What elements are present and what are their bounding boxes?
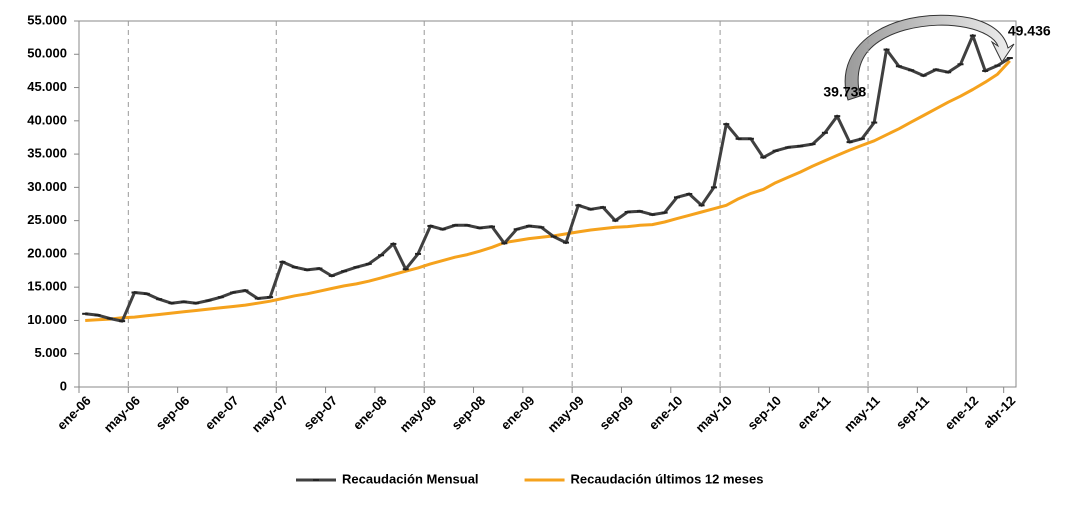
x-tick-label: sep-07: [301, 393, 341, 433]
x-tick-label: sep-10: [744, 393, 784, 433]
x-tick-label: ene-09: [498, 393, 538, 433]
x-tick-label: sep-06: [153, 393, 193, 433]
y-tick-label: 50.000: [27, 46, 67, 61]
x-tick-label: ene-11: [794, 393, 833, 432]
x-tick-label: may-06: [101, 393, 143, 435]
y-tick-label: 10.000: [27, 312, 67, 327]
y-tick-label: 40.000: [27, 112, 67, 127]
y-tick-label: 5.000: [34, 345, 67, 360]
y-tick-label: 55.000: [27, 12, 67, 27]
x-tick-label: ene-07: [202, 393, 242, 433]
x-tick-label: ene-12: [942, 393, 982, 433]
plot-frame: [78, 20, 1017, 388]
x-tick-label: may-08: [397, 393, 439, 435]
x-tick-label: ene-10: [646, 393, 686, 433]
y-tick-label: 15.000: [27, 279, 67, 294]
x-tick-label: abr-12: [980, 393, 1018, 431]
curved-arrow: [844, 14, 1015, 101]
x-tick-label: sep-09: [596, 393, 636, 433]
x-tick-label: sep-11: [893, 393, 932, 432]
y-tick-label: 25.000: [27, 212, 67, 227]
x-tick-label: sep-08: [449, 393, 489, 433]
legend-label: Recaudación últimos 12 meses: [571, 471, 764, 486]
x-tick-label: may-11: [841, 393, 883, 435]
data-label: 39.738: [823, 83, 866, 99]
y-tick-label: 20.000: [27, 245, 67, 260]
y-tick-label: 35.000: [27, 146, 67, 161]
x-tick-label: ene-08: [350, 393, 390, 433]
x-tick-label: may-09: [545, 393, 587, 435]
x-tick-label: may-10: [693, 393, 735, 435]
data-label: 49.436: [1008, 23, 1051, 39]
x-tick-label: ene-06: [54, 393, 94, 433]
series-line: [85, 59, 1011, 322]
y-tick-label: 30.000: [27, 179, 67, 194]
y-tick-label: 45.000: [27, 79, 67, 94]
legend-label: Recaudación Mensual: [342, 471, 479, 486]
x-tick-label: may-07: [249, 393, 291, 435]
series-line: [85, 34, 1011, 323]
y-tick-label: 0: [60, 378, 67, 393]
